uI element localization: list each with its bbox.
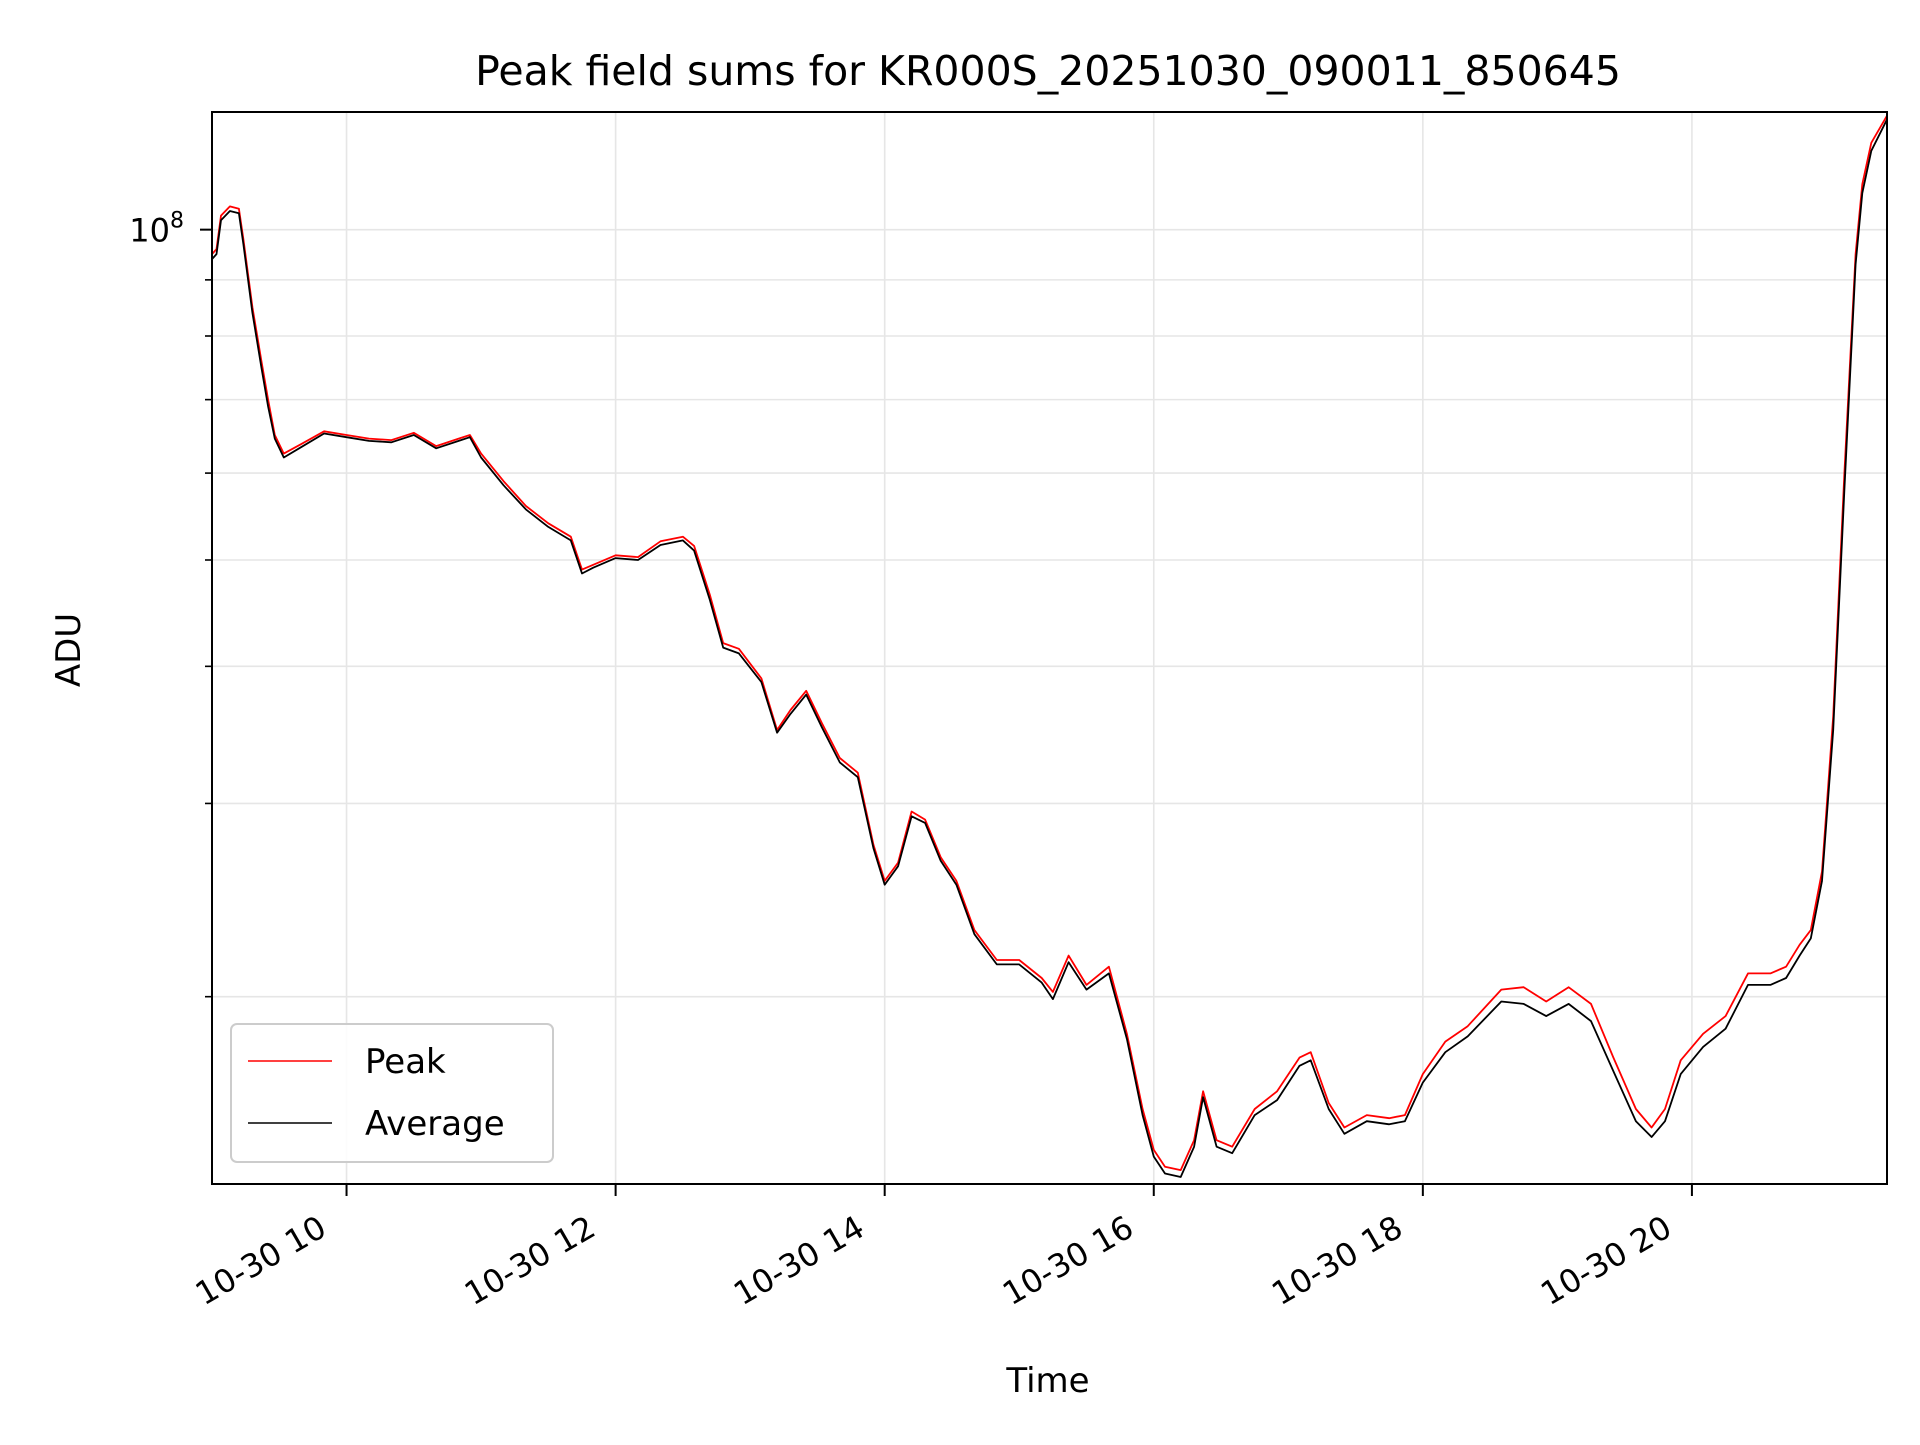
y-axis: 108	[129, 209, 212, 998]
series-layer	[212, 115, 1887, 1178]
legend-label-average: Average	[365, 1104, 505, 1144]
chart-title: Peak field sums for KR000S_20251030_0900…	[475, 47, 1621, 95]
grid	[212, 112, 1887, 1184]
plot-frame	[211, 111, 1888, 1185]
legend-box	[230, 1023, 554, 1163]
legend-label-peak: Peak	[365, 1042, 446, 1082]
legend: Peak Average	[230, 1023, 554, 1163]
series-line-peak	[212, 115, 1887, 1171]
series-line-average	[212, 119, 1887, 1178]
y-tick-label: 108	[129, 209, 184, 250]
y-axis-label: ADU	[49, 613, 89, 687]
x-axis-label: Time	[1005, 1361, 1089, 1401]
